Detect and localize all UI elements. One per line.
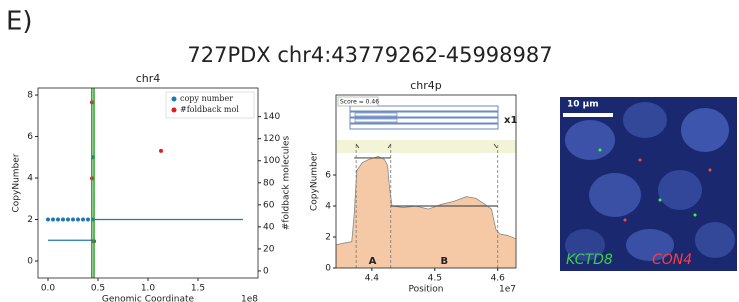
y-tick-label: 2 <box>325 232 331 242</box>
area <box>336 156 515 268</box>
y2-tick-label: 20 <box>263 244 275 254</box>
y2-tick-label: 120 <box>263 134 280 144</box>
y2-axis-label: #foldback molecules <box>282 136 292 231</box>
stain-label: CON4 <box>652 252 692 268</box>
legend-marker <box>172 97 177 102</box>
point <box>46 218 50 222</box>
y-tick-label: 6 <box>325 170 331 180</box>
y2-tick-label: 140 <box>263 112 280 122</box>
y-tick-label: 4 <box>325 201 331 211</box>
legend-label: copy number <box>180 94 233 103</box>
y-tick-label: 4 <box>27 174 33 184</box>
x-tick-label: 0.0 <box>41 284 56 294</box>
y-axis-label: CopyNumber <box>12 153 22 212</box>
schematic <box>336 106 516 153</box>
panel-label: E) <box>6 7 33 37</box>
point <box>61 218 65 222</box>
x-tick-label: 1.5 <box>191 284 205 294</box>
y2-tick-label: 40 <box>263 222 275 232</box>
point <box>51 218 55 222</box>
figure-title: 727PDX chr4:43779262-45998987 <box>187 43 552 67</box>
point <box>66 218 70 222</box>
region-label: B <box>440 256 448 267</box>
score: Score = 0.46 <box>340 99 379 106</box>
y2-tick-label: 100 <box>263 156 280 166</box>
chart-title: chr4 <box>136 72 161 85</box>
point <box>71 218 75 222</box>
microscopy-image: 10 μm KCTD8 CON4 <box>560 97 737 271</box>
y-tick-label: 8 <box>27 91 33 101</box>
x-axis-label: Genomic Coordinate <box>102 295 195 302</box>
x-tick-label: 1.0 <box>141 284 156 294</box>
region-label: A <box>369 256 377 267</box>
x-tick-label: 4.6 <box>491 274 506 284</box>
point <box>76 218 80 222</box>
y-tick-label: 0 <box>325 264 331 274</box>
x-tick-label: 4.5 <box>428 274 442 284</box>
y-tick-label: 6 <box>27 132 33 142</box>
x-offset-label: 1e8 <box>241 295 258 302</box>
point <box>56 218 60 222</box>
y2-tick-label: 60 <box>263 200 275 210</box>
x-tick-label: 4.4 <box>365 274 380 284</box>
x-axis-label: Position <box>408 285 443 295</box>
point <box>159 149 163 153</box>
y-axis-label: CopyNumber <box>310 152 320 211</box>
y-tick-label: 2 <box>27 215 33 225</box>
stain-label: KCTD8 <box>566 252 613 268</box>
x-offset-label: 1e7 <box>499 285 516 295</box>
chart-title: chr4p <box>410 79 442 92</box>
scale-bar-label: 10 μm <box>567 100 599 110</box>
multiplicity-label: x1 <box>504 115 517 126</box>
figure: E) 727PDX chr4:43779262-45998987 10 μm K… <box>0 0 739 302</box>
y2-tick-label: 80 <box>263 178 275 188</box>
point <box>86 218 90 222</box>
point <box>81 218 85 222</box>
legend-label: #foldback mol <box>180 105 239 114</box>
y2-tick-label: 0 <box>263 266 269 276</box>
y-tick-label: 0 <box>27 256 33 266</box>
legend-marker <box>172 108 177 113</box>
x-tick-label: 0.5 <box>91 284 105 294</box>
